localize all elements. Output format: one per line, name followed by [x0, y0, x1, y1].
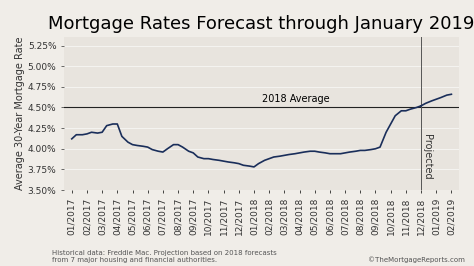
Text: 2018 Average: 2018 Average: [262, 94, 329, 104]
Text: Projected: Projected: [422, 135, 432, 180]
Title: Mortgage Rates Forecast through January 2019: Mortgage Rates Forecast through January …: [48, 15, 474, 33]
Text: ©TheMortgageReports.com: ©TheMortgageReports.com: [368, 257, 465, 263]
Text: Historical data: Freddie Mac. Projection based on 2018 forecasts
from 7 major ho: Historical data: Freddie Mac. Projection…: [52, 250, 277, 263]
Y-axis label: Average 30-Year Mortgage Rate: Average 30-Year Mortgage Rate: [15, 37, 25, 190]
